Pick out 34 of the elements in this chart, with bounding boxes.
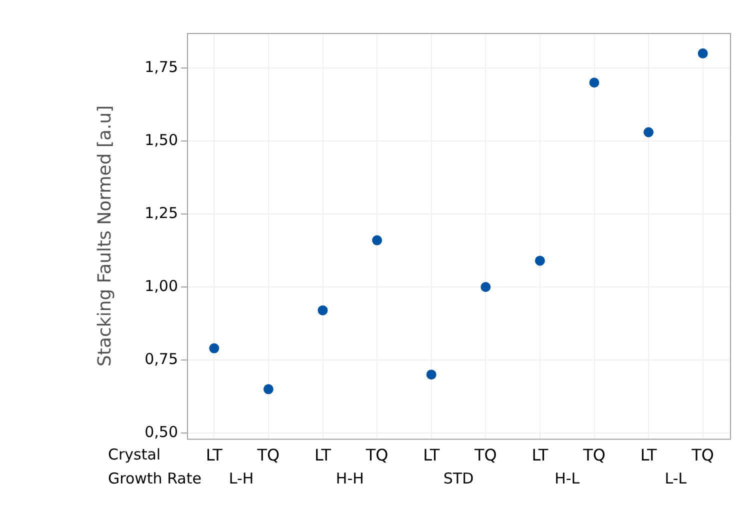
y-tick-label: 1,25	[144, 204, 178, 222]
x-tick-label: TQ	[473, 446, 497, 465]
point	[209, 343, 220, 354]
y-axis-title: Stacking Faults Normed [a.u]	[94, 105, 116, 367]
y-tick-label: 1,50	[144, 130, 178, 149]
y-tick-label: 1,75	[144, 58, 178, 76]
y-tick-label: 1,00	[144, 276, 178, 295]
x-tick-label: LT	[532, 446, 548, 465]
point	[644, 127, 654, 138]
x-tick-label: TQ	[690, 446, 714, 465]
x-tick-label: LT	[314, 446, 332, 465]
text: L-H	[228, 470, 254, 488]
x-tick-label: LT	[640, 446, 658, 465]
x-tick-label: TQ	[364, 446, 388, 465]
text: H-L	[554, 470, 580, 488]
text: H-H	[336, 470, 364, 488]
y-tick-label: 0,75	[144, 350, 178, 368]
x-tick-label: LT	[206, 446, 223, 465]
point	[318, 305, 328, 316]
point	[480, 282, 491, 292]
text: STD	[443, 470, 474, 488]
x-tick-label: TQ	[582, 446, 606, 465]
text: L-L	[664, 470, 688, 488]
point	[698, 48, 708, 58]
point	[426, 370, 436, 380]
point	[589, 78, 600, 88]
x-tick-label: TQ	[256, 446, 280, 465]
text: Crystal	[108, 446, 161, 464]
point	[263, 384, 274, 394]
point	[534, 256, 545, 266]
y-tick-label: 0,50	[144, 422, 178, 441]
point	[372, 235, 382, 246]
text: Growth Rate	[108, 470, 202, 488]
x-tick-label: LT	[423, 446, 440, 465]
